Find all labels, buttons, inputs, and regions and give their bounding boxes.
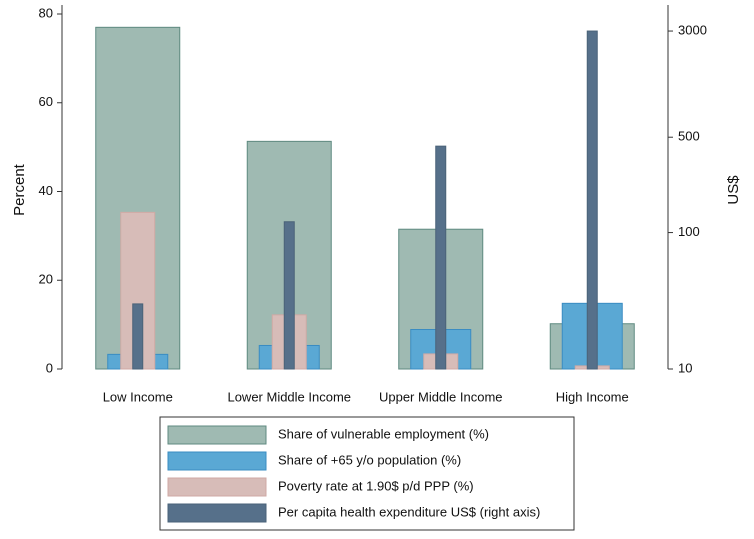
bar xyxy=(132,303,144,370)
x-tick-label: High Income xyxy=(556,389,629,404)
y2-tick-label: 3000 xyxy=(678,22,707,37)
x-tick-label: Lower Middle Income xyxy=(227,389,351,404)
legend-label: Poverty rate at 1.90$ p/d PPP (%) xyxy=(278,478,474,493)
bar xyxy=(283,221,295,370)
legend-label: Per capita health expenditure US$ (right… xyxy=(278,504,540,519)
x-tick-label: Upper Middle Income xyxy=(379,389,503,404)
bar xyxy=(586,30,598,370)
y-tick-label: 0 xyxy=(46,360,53,375)
y2-tick-label: 10 xyxy=(678,360,692,375)
legend-label: Share of vulnerable employment (%) xyxy=(278,426,489,441)
y-tick-label: 40 xyxy=(39,183,53,198)
y-tick-label: 60 xyxy=(39,94,53,109)
legend-swatch xyxy=(167,477,267,497)
y2-axis-label: US$ xyxy=(725,175,742,205)
y2-tick-label: 100 xyxy=(678,224,700,239)
legend-swatch xyxy=(167,503,267,523)
y-tick-label: 80 xyxy=(39,5,53,20)
bar xyxy=(435,145,447,370)
y-tick-label: 20 xyxy=(39,272,53,287)
y2-tick-label: 500 xyxy=(678,129,700,144)
legend-swatch xyxy=(167,425,267,445)
legend-label: Share of +65 y/o population (%) xyxy=(278,452,461,467)
legend-swatch xyxy=(167,451,267,471)
x-tick-label: Low Income xyxy=(103,389,173,404)
y-axis-label: Percent xyxy=(11,163,28,216)
